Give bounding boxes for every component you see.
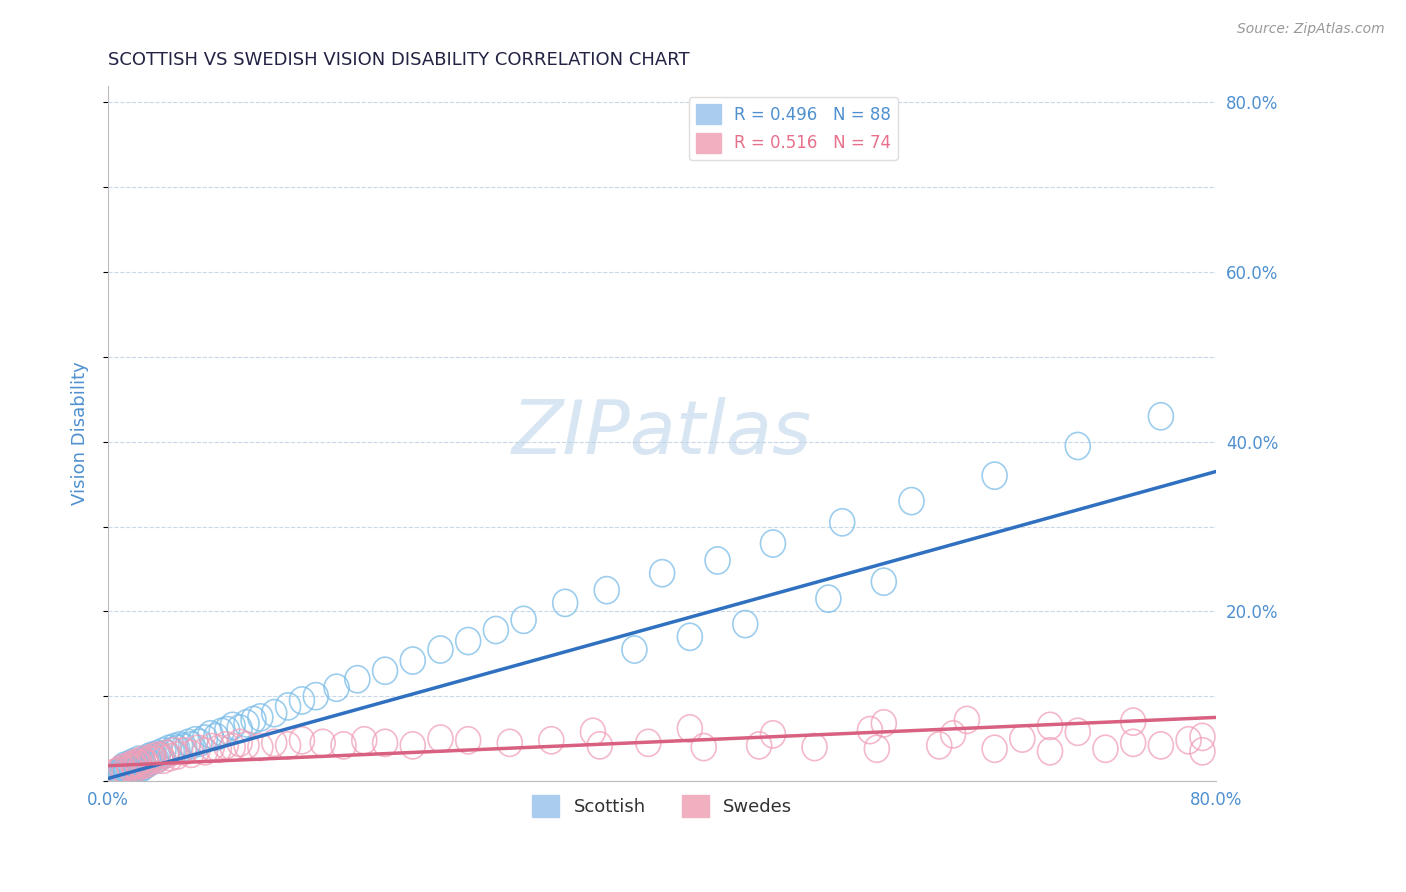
Text: Source: ZipAtlas.com: Source: ZipAtlas.com [1237, 22, 1385, 37]
Text: SCOTTISH VS SWEDISH VISION DISABILITY CORRELATION CHART: SCOTTISH VS SWEDISH VISION DISABILITY CO… [108, 51, 689, 69]
Y-axis label: Vision Disability: Vision Disability [72, 361, 89, 505]
Legend: Scottish, Swedes: Scottish, Swedes [524, 788, 800, 824]
Text: ZIPatlas: ZIPatlas [512, 397, 813, 469]
